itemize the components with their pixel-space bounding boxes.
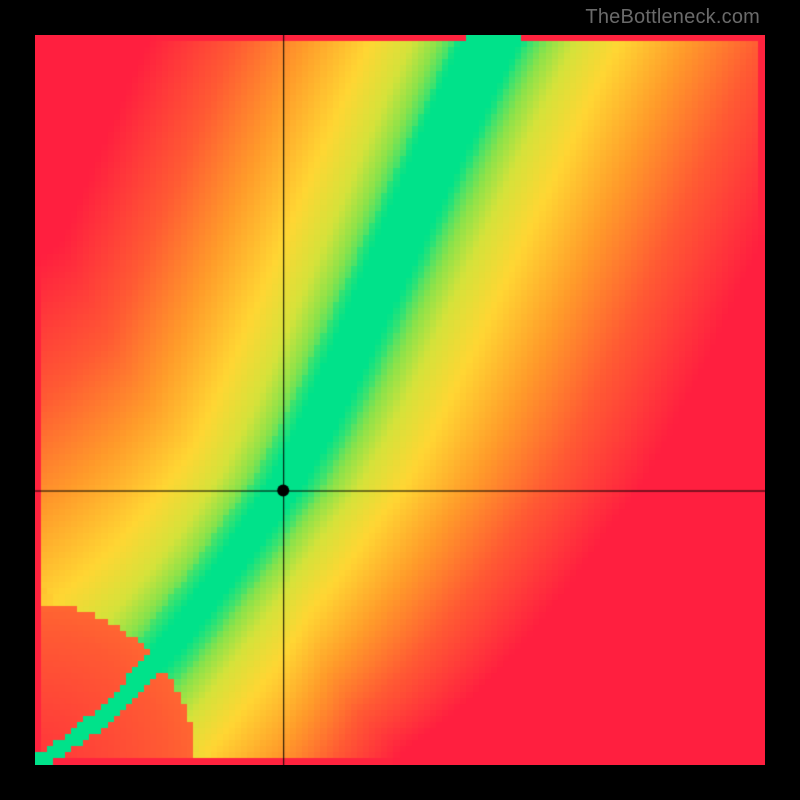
heatmap-canvas (35, 35, 765, 765)
watermark-text: TheBottleneck.com (585, 6, 760, 29)
bottleneck-heatmap (35, 35, 765, 765)
